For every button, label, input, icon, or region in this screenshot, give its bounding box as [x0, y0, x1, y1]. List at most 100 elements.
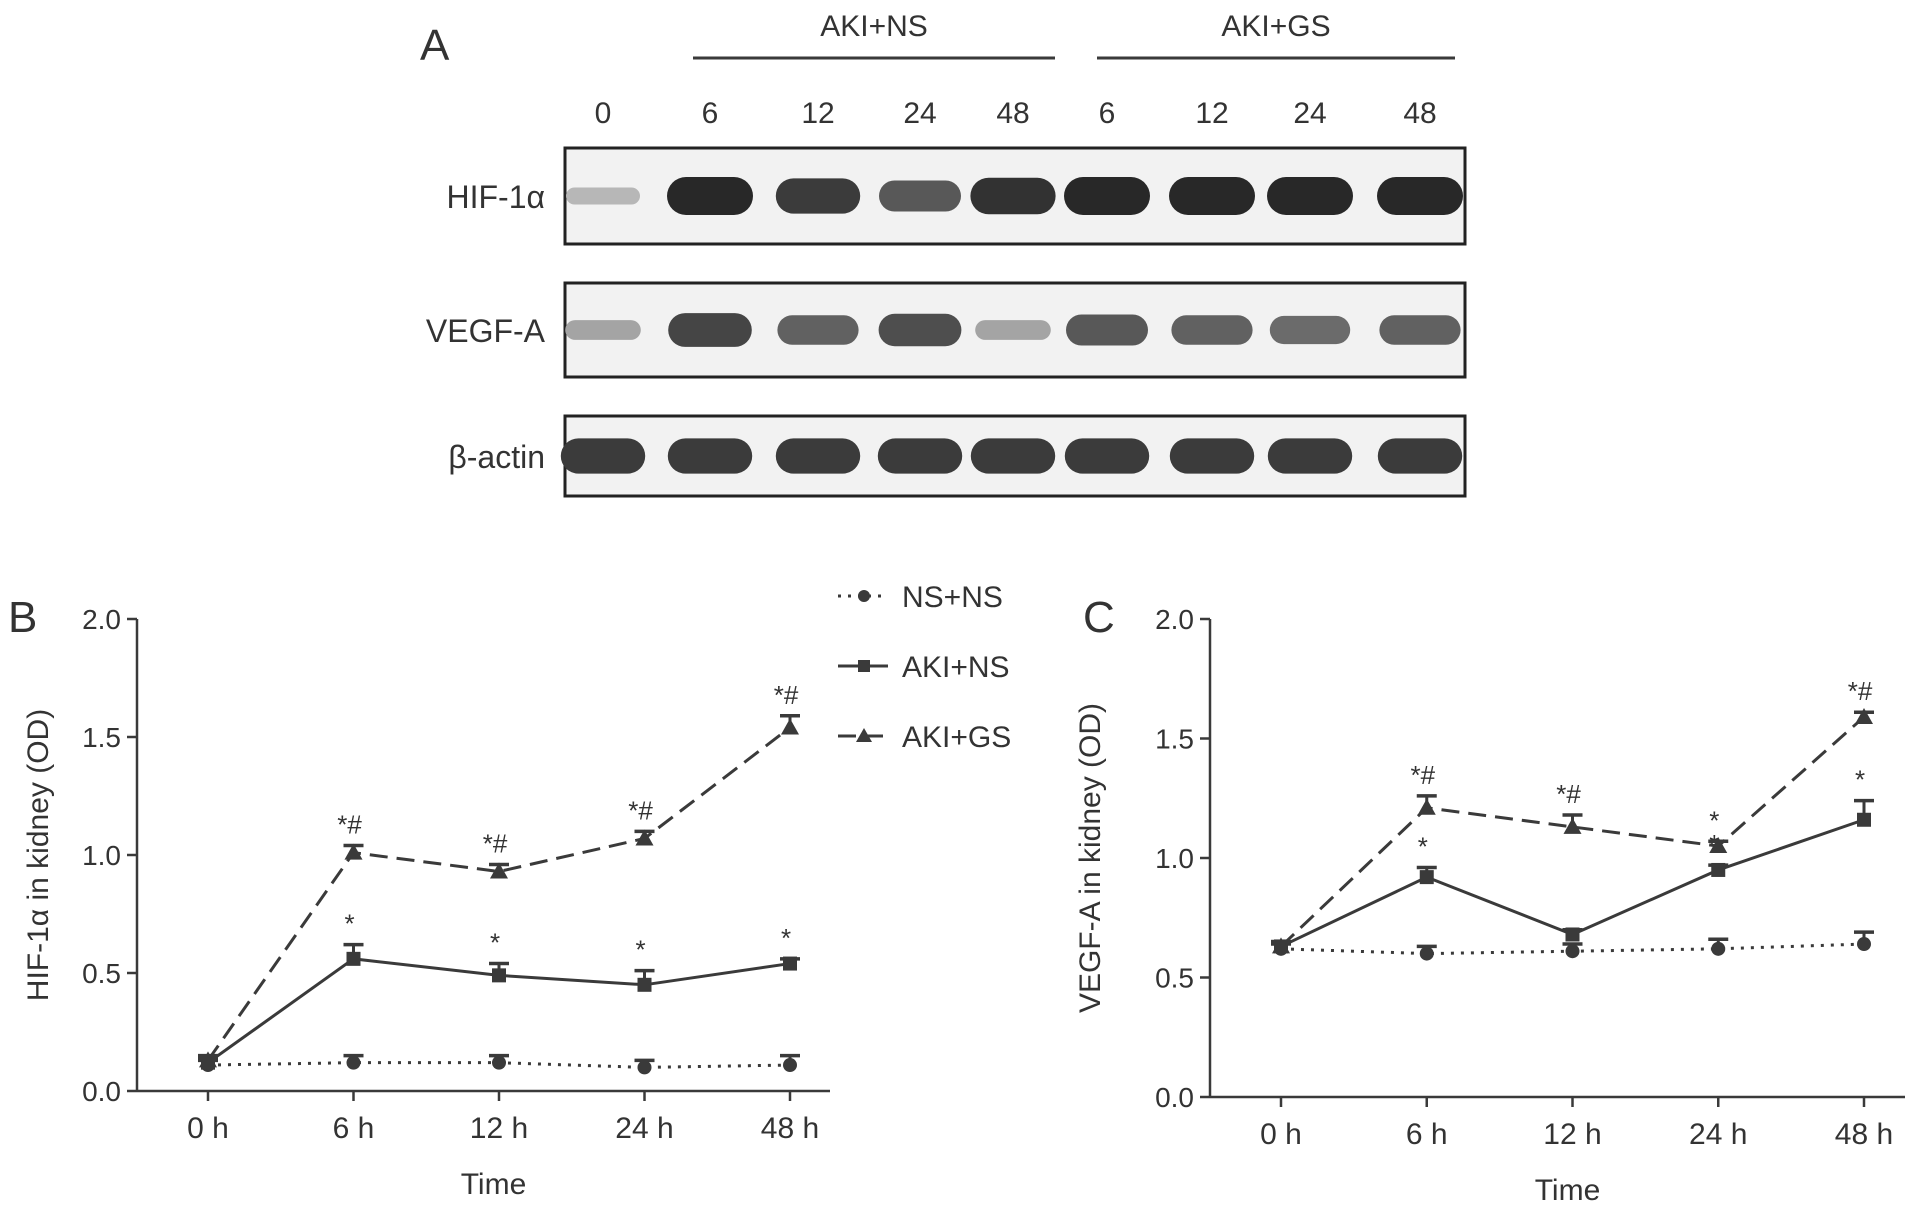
significance-mark: *#: [1556, 779, 1581, 809]
lane-label: 24: [903, 97, 936, 130]
y-tick-label: 0.0: [82, 1076, 121, 1107]
legend-marker: [858, 590, 870, 602]
blot-band: [878, 313, 962, 347]
y-tick-label: 2.0: [82, 604, 121, 635]
x-axis-title: Time: [1535, 1174, 1601, 1207]
blot-band: [1064, 177, 1150, 215]
significance-mark: *: [490, 928, 500, 958]
significance-mark: *#: [774, 680, 799, 710]
lane-label: 24: [1293, 97, 1326, 130]
y-axis-title: HIF-1α in kidney (OD): [22, 709, 55, 1001]
x-axis-title: Time: [461, 1168, 527, 1201]
significance-mark: *#: [628, 795, 653, 825]
lane-label: 12: [801, 97, 834, 130]
y-tick-label: 0.0: [1155, 1082, 1194, 1113]
y-tick-label: 1.5: [82, 722, 121, 753]
blot-band: [1169, 177, 1255, 215]
data-point: [346, 951, 361, 966]
chart-legend: NS+NS AKI+NS AKI+GS: [838, 581, 1011, 754]
panel-letter-c: C: [1083, 593, 1115, 642]
hif1a-chart-panel: B 0.0 0.5 1.0 1.5 2.0 0 h 6 h 12 h 24 h 48 h Time H…: [8, 593, 830, 1201]
series-line: [206, 726, 791, 1062]
data-point: [490, 862, 508, 879]
data-point: [199, 1051, 217, 1068]
y-tick-label: 1.0: [82, 840, 121, 871]
lane-label: 48: [996, 97, 1029, 130]
western-blot-panel: A AKI+NS AKI+GS 0 6 12 24 48 6 12 24 48 HIF-1α VEGF-…: [420, 10, 1467, 498]
blot-band: [970, 438, 1056, 474]
blot-band: [1269, 315, 1351, 345]
x-tick-label: 6 h: [333, 1112, 375, 1145]
data-point: [783, 956, 797, 971]
x-tick-label: 0 h: [187, 1112, 229, 1145]
legend-label: AKI+GS: [902, 721, 1011, 754]
significance-mark: *: [1855, 765, 1865, 795]
data-point: [1565, 927, 1580, 942]
blot-band: [970, 177, 1056, 215]
blot-band: [775, 438, 861, 474]
significance-mark: *#: [337, 810, 362, 840]
data-point: [783, 1058, 797, 1073]
blot-row-label: HIF-1α: [447, 179, 546, 215]
significance-mark: *#: [483, 828, 508, 858]
data-point: [492, 968, 506, 983]
x-tick-label: 24 h: [615, 1112, 673, 1145]
x-tick-label: 12 h: [470, 1112, 528, 1145]
significance-mark: *: [781, 923, 791, 953]
blot-band: [777, 315, 859, 345]
panel-letter-b: B: [8, 593, 37, 642]
blot-band: [1377, 177, 1463, 215]
blot-band: [975, 320, 1051, 340]
data-point: [1855, 707, 1873, 724]
significance-mark: *: [1709, 805, 1719, 835]
significance-mark: *: [1418, 832, 1428, 862]
x-tick-label: 24 h: [1689, 1118, 1747, 1151]
x-tick-label: 0 h: [1260, 1118, 1302, 1151]
lane-label: 12: [1195, 97, 1228, 130]
data-point: [635, 829, 654, 846]
blot-band: [877, 438, 963, 474]
significance-mark: *#: [1410, 760, 1435, 790]
data-point: [1709, 837, 1728, 854]
data-point: [637, 977, 652, 992]
blot-band: [565, 320, 641, 340]
legend-label: NS+NS: [902, 581, 1003, 614]
y-tick-label: 0.5: [1155, 963, 1194, 994]
data-point: [346, 1055, 361, 1070]
blot-band: [667, 438, 753, 474]
significance-mark: *: [344, 909, 354, 939]
y-tick-label: 2.0: [1155, 604, 1194, 635]
blot-band: [775, 178, 861, 214]
data-point: [344, 843, 363, 860]
y-axis-title: VEGF-A in kidney (OD): [1074, 703, 1107, 1013]
data-point: [1417, 798, 1436, 815]
blot-band: [879, 180, 961, 212]
data-point: [1565, 944, 1580, 959]
blot-band: [668, 313, 752, 347]
group-label: AKI+NS: [820, 10, 928, 43]
blot-band: [1377, 438, 1463, 474]
blot-band: [1064, 438, 1150, 474]
data-point: [637, 1060, 652, 1075]
data-point: [1857, 812, 1871, 827]
y-tick-label: 1.0: [1155, 843, 1194, 874]
legend-marker: [858, 660, 870, 672]
data-point: [1711, 941, 1726, 956]
blot-row-label: β-actin: [448, 439, 545, 475]
significance-mark: *#: [1848, 676, 1873, 706]
panel-letter-a: A: [420, 21, 450, 70]
lane-label: 48: [1403, 97, 1436, 130]
x-tick-label: 6 h: [1406, 1118, 1448, 1151]
blot-band: [566, 187, 640, 205]
y-tick-label: 1.5: [1155, 724, 1194, 755]
legend-marker: [856, 728, 872, 742]
blot-band: [1066, 314, 1148, 346]
data-point: [1563, 817, 1582, 834]
significance-mark: *: [635, 935, 645, 965]
data-point: [1857, 937, 1871, 952]
lane-label: 6: [702, 97, 719, 130]
blot-row-label: VEGF-A: [426, 313, 546, 349]
group-label: AKI+GS: [1221, 10, 1330, 43]
blot-band: [560, 438, 646, 474]
